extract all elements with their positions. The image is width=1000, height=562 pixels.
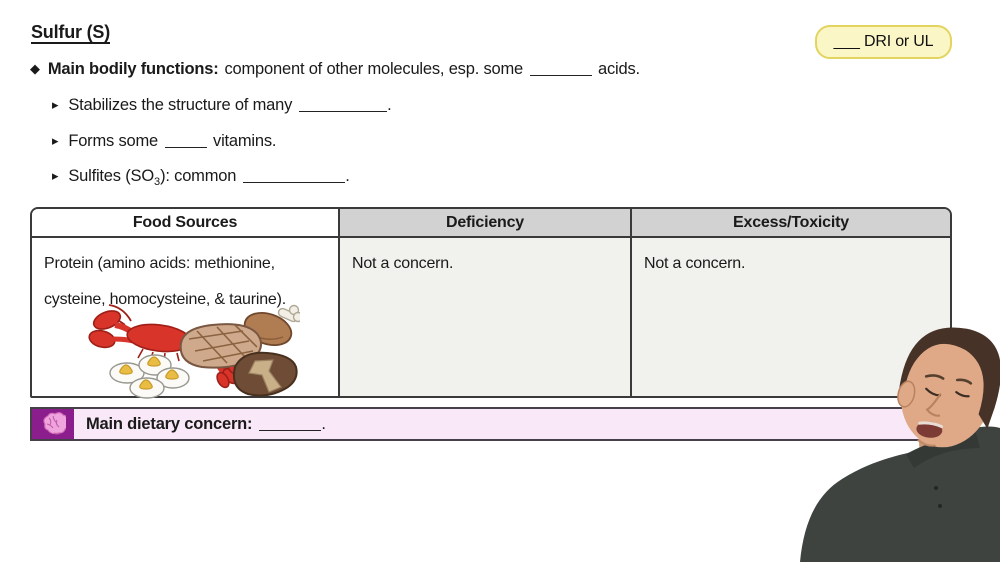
main-functions-line: ◆ Main bodily functions: component of othe… (30, 60, 640, 79)
sub-bullet-structure: ▸ Stabilizes the structure of many. (52, 96, 392, 115)
triangle-icon: ▸ (52, 168, 59, 183)
t-bone-steak-icon (232, 351, 298, 397)
protein-foods-illustration (88, 304, 300, 399)
lobster-icon (88, 304, 245, 389)
fill-in-blank (259, 417, 322, 431)
dietary-concern-label: Main dietary concern: (86, 414, 253, 433)
triangle-icon: ▸ (52, 97, 59, 112)
sub-bullet-structure-period: . (387, 96, 392, 114)
dietary-concern-banner: Main dietary concern:. (30, 407, 952, 441)
brain-icon (43, 412, 66, 435)
grilled-steak-icon (179, 323, 263, 369)
fill-in-blank (299, 98, 388, 112)
dietary-concern-line: Main dietary concern:. (86, 409, 326, 439)
table-header-food-sources: Food Sources (32, 209, 340, 238)
sub-bullet-structure-text: Stabilizes the structure of many (68, 96, 293, 114)
sub-bullet-sulfites-pre: Sulfites (SO (68, 167, 154, 185)
dietary-concern-period: . (321, 414, 326, 433)
main-functions-text: component of other molecules, esp. some (224, 60, 524, 78)
fill-in-blank (165, 134, 208, 148)
brain-icon-box (32, 409, 74, 439)
sub-bullet-vitamins-suffix: vitamins. (213, 132, 277, 150)
presenter-hair (899, 327, 1000, 429)
table-cell-excess-toxicity: Not a concern. (632, 238, 950, 396)
dri-ul-badge-label: ___ DRI or UL (833, 33, 934, 50)
diamond-icon: ◆ (30, 61, 40, 76)
sub-bullet-sulfites: ▸ Sulfites (SO3): common. (52, 167, 350, 188)
main-functions-suffix: acids. (598, 60, 640, 78)
food-sources-line1: Protein (amino acids: methionine, (44, 255, 275, 272)
fill-in-blank (530, 62, 593, 76)
deviled-eggs-icon (109, 354, 190, 399)
sub-bullet-sulfites-mid: ): common (160, 167, 237, 185)
dri-ul-badge: ___ DRI or UL (815, 25, 952, 59)
sulfite-subscript: 3 (153, 176, 161, 188)
table-header-deficiency: Deficiency (340, 209, 632, 238)
main-functions-label: Main bodily functions: (47, 60, 219, 78)
sub-bullet-vitamins: ▸ Forms some vitamins. (52, 132, 277, 151)
presenter-shirt (800, 426, 1000, 562)
presenter-webcam (800, 327, 1000, 562)
food-sources-line2: cysteine, homocysteine, & taurine). (44, 291, 287, 308)
sub-bullet-vitamins-text: Forms some (68, 132, 159, 150)
page-title: Sulfur (S) (31, 22, 110, 42)
sub-bullet-sulfites-period: . (345, 167, 350, 185)
fill-in-blank (243, 169, 346, 183)
table-cell-deficiency: Not a concern. (340, 238, 632, 396)
table-header-excess-toxicity: Excess/Toxicity (632, 209, 950, 238)
triangle-icon: ▸ (52, 133, 59, 148)
